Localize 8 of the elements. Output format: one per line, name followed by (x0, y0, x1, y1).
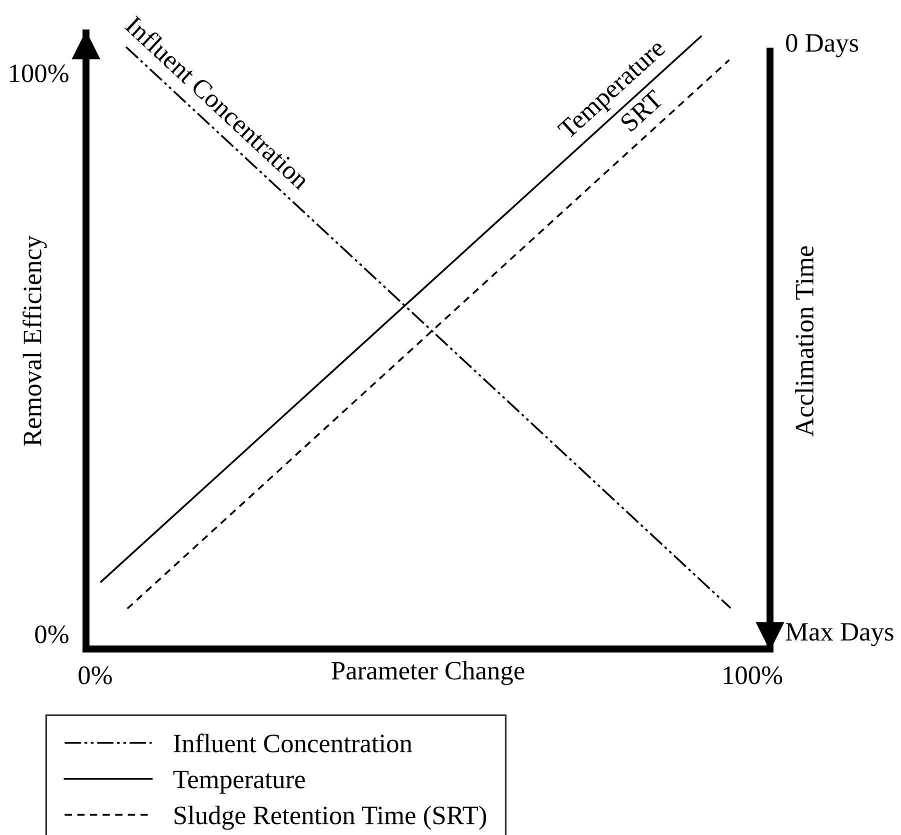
text: Max Days (786, 623, 894, 646)
y2-axis-title: Acclimation Time (794, 246, 814, 436)
legend-label: Sludge Retention Time (SRT) (174, 806, 486, 830)
legend-label: Temperature (173, 770, 305, 794)
y-axis-title: Removal Efficiency (22, 235, 47, 446)
x-axis-title: Parameter Change (332, 661, 524, 686)
text: 0 Days (786, 34, 858, 58)
legend-label: Influent Concentration (174, 734, 412, 752)
